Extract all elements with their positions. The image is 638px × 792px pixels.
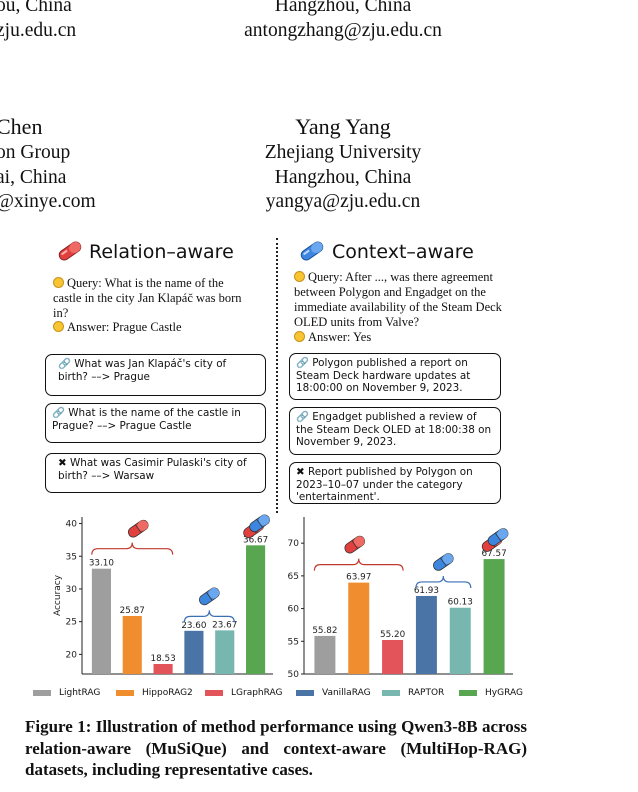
blue-pill-icon — [300, 241, 324, 261]
bar-raptor — [215, 630, 235, 674]
bar-hygrag — [483, 559, 505, 674]
bar-value-label: 25.87 — [120, 606, 145, 616]
bar-hipporag2 — [122, 615, 142, 674]
legend-swatch — [382, 690, 400, 696]
smiling-face-icon — [53, 321, 64, 332]
bar-lightrag — [314, 635, 336, 674]
bar-value-label: 18.53 — [150, 654, 175, 664]
y-tick-label: 20 — [66, 650, 78, 660]
relation-aware-title: Relation–aware — [89, 241, 234, 263]
author-3-name: Chen — [0, 114, 43, 139]
context-query: Query: After ..., was there agreement be… — [294, 270, 502, 329]
legend-swatch — [116, 690, 134, 696]
y-tick-label: 65 — [288, 572, 299, 582]
hygrag-blue-pill-icon — [487, 528, 509, 546]
blue-pill-icon — [433, 553, 454, 571]
bar-hygrag — [246, 545, 266, 674]
bar-raptor — [449, 607, 471, 674]
bar-hipporag2 — [348, 582, 370, 674]
author-3-block: Chen on Group ai, China @xinye.com — [0, 113, 96, 215]
context-answer: Answer: Yes — [294, 330, 512, 345]
bar-value-label: 55.82 — [312, 626, 337, 636]
bar-lgraphrag — [153, 663, 173, 674]
red-brace — [313, 558, 404, 571]
bar-value-label: 67.57 — [481, 549, 506, 559]
panel-divider — [276, 238, 278, 513]
y-axis-label: Accuracy — [53, 574, 63, 616]
blue-pill-icon — [199, 587, 220, 606]
y-tick-label: 70 — [288, 539, 300, 549]
hygrag-blue-pill-icon — [249, 514, 270, 533]
relation-answer: Answer: Prague Castle — [53, 320, 253, 335]
context-evidence-box-1: 🔗 Polygon published a report on Steam De… — [289, 353, 501, 400]
legend-item-hygrag: HyGRAG — [459, 688, 523, 698]
relation-distractor-box: ✖ What was Casimir Pulaski's city of bir… — [45, 453, 266, 493]
context-distractor-box: ✖ Report published by Polygon on 2023–10… — [289, 462, 501, 504]
relation-aware-bar-chart: 20 25 30 35 40 Accuracy 33.10 25.87 18.53 23.60 23… — [53, 514, 273, 675]
bar-vanillarag — [184, 630, 204, 674]
context-aware-bar-chart: 50 55 60 65 70 55.82 63.97 55.20 61.93 60.13 67.57 — [288, 517, 513, 680]
bar-value-label: 61.93 — [414, 586, 439, 596]
legend-item-lgraphrag: LGraphRAG — [205, 688, 282, 698]
context-aware-title: Context–aware — [332, 241, 474, 263]
bar-lgraphrag — [382, 639, 404, 674]
bar-value-label: 33.10 — [89, 559, 115, 569]
thinking-face-icon — [294, 271, 305, 282]
y-tick-label: 30 — [66, 585, 78, 595]
author-2-affiliation: Hangzhou, China antongzhang@zju.edu.cn — [244, 0, 442, 41]
relation-evidence-box-2: 🔗 What is the name of the castle in Prag… — [45, 403, 266, 443]
y-tick-label: 40 — [66, 520, 78, 530]
y-tick-label: 50 — [288, 670, 300, 680]
legend-swatch — [33, 690, 51, 696]
relation-query: Query: What is the name of the castle in… — [53, 276, 242, 320]
bar-vanillarag — [415, 595, 437, 674]
red-pill-icon — [127, 519, 149, 538]
red-pill-icon — [344, 535, 366, 554]
legend-swatch — [296, 690, 314, 696]
bar-value-label: 23.60 — [181, 621, 207, 631]
y-tick-label: 55 — [288, 637, 299, 647]
legend-item-vanillarag: VanillaRAG — [296, 688, 371, 698]
author-4-name: Yang Yang — [295, 114, 391, 139]
y-tick-label: 25 — [66, 618, 77, 628]
legend-item-lightrag: LightRAG — [33, 688, 100, 698]
author-1-affiliation: ou, China zju.edu.cn — [0, 0, 77, 41]
bar-value-label: 63.97 — [346, 573, 371, 583]
bar-value-label: 36.67 — [243, 535, 268, 545]
relation-evidence-box-1: 🔗 What was Jan Klapáč's city of birth? –… — [45, 354, 266, 396]
bar-value-label: 60.13 — [448, 598, 473, 608]
legend-item-raptor: RAPTOR — [382, 688, 444, 698]
bar-value-label: 55.20 — [380, 630, 406, 640]
bar-value-label: 23.67 — [212, 620, 237, 630]
legend-swatch — [459, 690, 477, 696]
legend-swatch — [205, 690, 223, 696]
figure-caption: Figure 1: Illustration of method perform… — [25, 717, 527, 779]
thinking-face-icon — [53, 277, 64, 288]
legend-item-hipporag2: HippoRAG2 — [116, 688, 193, 698]
author-4-block: Yang Yang Zhejiang University Hangzhou, … — [230, 113, 456, 215]
red-brace — [91, 542, 174, 555]
context-evidence-box-2: 🔗 Engadget published a review of the Ste… — [289, 407, 501, 455]
y-tick-label: 35 — [66, 552, 77, 562]
smiling-face-icon — [294, 331, 305, 342]
bar-lightrag — [91, 568, 111, 674]
y-tick-label: 60 — [288, 605, 300, 615]
red-pill-icon — [58, 241, 82, 261]
